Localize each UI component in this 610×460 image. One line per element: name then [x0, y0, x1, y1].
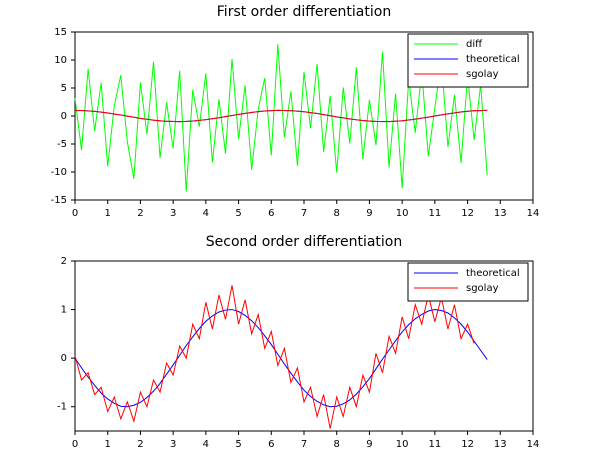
x-tick-label: 1 [105, 208, 111, 219]
x-tick-label: 14 [527, 208, 540, 219]
data-line [74, 285, 475, 429]
x-tick-label: 8 [334, 439, 340, 450]
x-tick-label: 9 [366, 439, 372, 450]
x-tick-label: 3 [170, 208, 176, 219]
y-tick-label: 5 [61, 83, 67, 94]
x-tick-label: 6 [268, 439, 274, 450]
x-tick-label: 14 [527, 439, 540, 450]
x-tick-label: 11 [428, 208, 441, 219]
x-tick-label: 12 [461, 439, 474, 450]
chart-title: First order differentiation [217, 4, 391, 20]
x-tick-label: 13 [494, 208, 507, 219]
y-tick-label: 10 [54, 55, 67, 66]
x-tick-label: 10 [396, 439, 409, 450]
x-tick-label: 5 [235, 208, 241, 219]
x-tick-label: 7 [301, 208, 307, 219]
x-tick-label: 4 [203, 439, 209, 450]
legend-label: theoretical [466, 268, 520, 279]
x-tick-label: 4 [203, 208, 209, 219]
x-tick-label: 3 [170, 439, 176, 450]
x-tick-label: 0 [72, 208, 78, 219]
x-tick-label: 2 [137, 439, 143, 450]
x-tick-label: 12 [461, 208, 474, 219]
y-tick-label: -5 [57, 139, 67, 150]
y-tick-label: 1 [61, 305, 67, 316]
x-tick-label: 7 [301, 439, 307, 450]
x-tick-label: 11 [428, 439, 441, 450]
y-tick-label: 0 [61, 111, 67, 122]
chart-title: Second order differentiation [206, 234, 403, 250]
legend-label: diff [466, 39, 483, 50]
data-line [74, 44, 488, 192]
x-tick-label: 9 [366, 208, 372, 219]
legend-box [407, 262, 529, 302]
y-tick-label: -1 [57, 402, 67, 413]
x-tick-label: 6 [268, 208, 274, 219]
y-tick-label: 0 [61, 353, 67, 364]
x-tick-label: 8 [334, 208, 340, 219]
y-tick-label: 2 [61, 256, 67, 267]
legend-label: theoretical [466, 54, 520, 65]
legend-box [407, 33, 529, 88]
x-tick-label: 1 [105, 439, 111, 450]
legend-label: sgolay [466, 283, 499, 294]
x-tick-label: 5 [235, 439, 241, 450]
y-tick-label: -15 [51, 195, 67, 206]
data-line [74, 109, 488, 123]
y-tick-label: -10 [51, 167, 67, 178]
x-tick-label: 0 [72, 439, 78, 450]
x-tick-label: 2 [137, 208, 143, 219]
x-tick-label: 10 [396, 208, 409, 219]
legend-label: sgolay [466, 69, 499, 80]
x-tick-label: 13 [494, 439, 507, 450]
y-tick-label: 15 [54, 27, 67, 38]
